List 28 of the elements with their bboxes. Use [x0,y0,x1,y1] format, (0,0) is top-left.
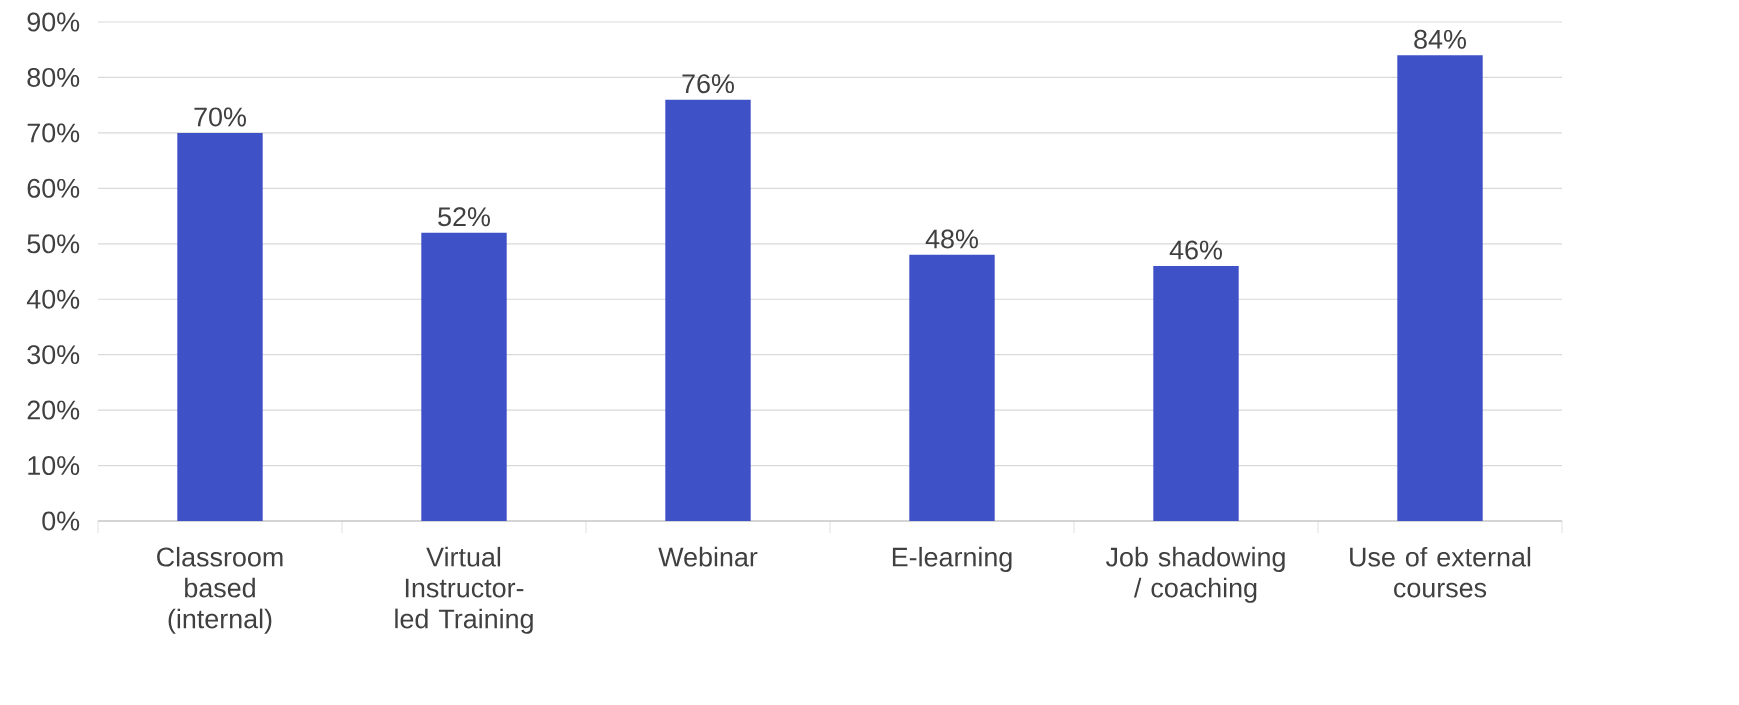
x-tick-label: Virtual Instructor-led Training [395,546,533,634]
y-tick-label: 30% [27,345,80,365]
data-label: 84% [1414,29,1466,49]
x-tick-label: Classroom based (internal) [157,546,283,634]
x-tick-label: E-learning [892,546,1012,572]
data-label: 76% [682,74,734,94]
x-tick-label: Webinar [658,546,758,567]
bar [909,254,995,521]
bar [421,232,507,521]
bar [1397,55,1483,521]
data-label: 52% [438,207,490,227]
y-tick-label: 10% [28,456,80,476]
y-tick-label: 0% [42,511,80,531]
data-label: 70% [194,107,246,127]
y-tick-label: 80% [27,67,80,87]
bar [1153,265,1239,521]
y-tick-label: 50% [27,234,80,254]
data-label: 46% [1169,240,1222,260]
y-tick-label: 70% [27,123,80,143]
data-label: 48% [925,229,978,249]
bar [177,132,263,521]
x-tick-label: Job shadowing / coaching [1105,546,1285,603]
y-tick-label: 20% [27,400,80,420]
y-tick-label: 40% [26,289,80,309]
x-tick-label: Use of external courses [1350,546,1531,598]
y-tick-label: 60% [27,178,80,198]
y-tick-label: 90% [27,12,80,32]
bar [665,99,751,521]
